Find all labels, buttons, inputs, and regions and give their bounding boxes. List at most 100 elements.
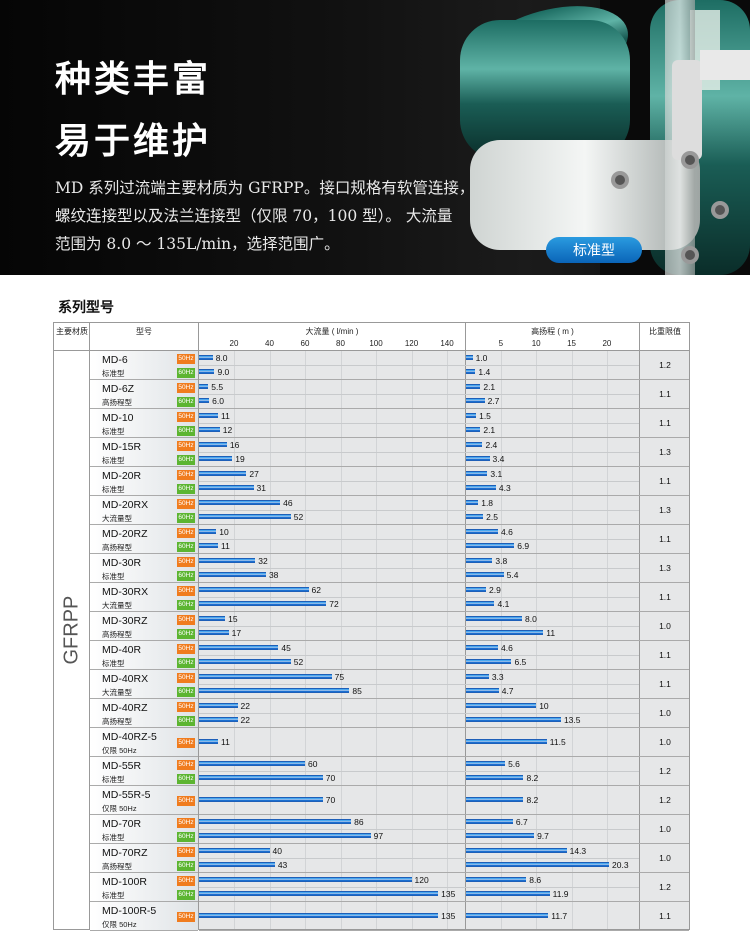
hz50-tag: 50Hz bbox=[177, 382, 195, 393]
head-bar bbox=[465, 717, 561, 722]
ratio-value: 1.1 bbox=[659, 650, 671, 660]
head-bar bbox=[465, 587, 486, 592]
flow-bar bbox=[198, 601, 327, 606]
model-type: 高扬程型 bbox=[102, 862, 132, 871]
ratio-value: 1.2 bbox=[659, 795, 671, 805]
head-bar bbox=[465, 848, 567, 853]
flow-value: 12 bbox=[222, 425, 233, 435]
hz60-tag: 60Hz bbox=[177, 599, 195, 610]
model-name: MD-30RZ bbox=[102, 615, 148, 627]
flow-bar bbox=[198, 862, 275, 867]
head-bar bbox=[465, 775, 524, 780]
flow-value: 16 bbox=[229, 440, 240, 450]
pump-photo bbox=[460, 0, 750, 275]
head-value: 11.5 bbox=[549, 737, 566, 747]
flow-value: 70 bbox=[325, 795, 336, 805]
flow-bar bbox=[198, 587, 309, 592]
head-bar bbox=[465, 833, 535, 838]
head-bar bbox=[465, 369, 476, 374]
hz60-tag: 60Hz bbox=[177, 773, 195, 784]
head-bar bbox=[465, 891, 550, 896]
hz50-tag: 50Hz bbox=[177, 411, 195, 422]
flow-tick-label: 80 bbox=[336, 339, 345, 348]
head-value: 5.6 bbox=[508, 759, 520, 769]
flow-bar bbox=[198, 877, 412, 882]
hz50-tag: 50Hz bbox=[177, 911, 195, 922]
row-divider bbox=[199, 379, 689, 380]
head-value: 14.3 bbox=[569, 846, 587, 856]
hz50-tag: 50Hz bbox=[177, 556, 195, 567]
model-name: MD-70RZ bbox=[102, 847, 148, 859]
head-value: 6.7 bbox=[515, 817, 528, 827]
model-name: MD-100R bbox=[102, 876, 147, 888]
subrow-divider bbox=[199, 771, 639, 772]
flow-bar bbox=[198, 630, 229, 635]
flow-value: 9.0 bbox=[217, 367, 230, 377]
flow-bar bbox=[198, 471, 247, 476]
header-row bbox=[54, 323, 689, 351]
model-name: MD-40RX bbox=[102, 673, 149, 685]
hz50-tag: 50Hz bbox=[177, 875, 195, 886]
hz60-tag: 60Hz bbox=[177, 657, 195, 668]
model-name: MD-20RX bbox=[102, 499, 149, 511]
hz50-tag: 50Hz bbox=[177, 498, 195, 509]
subrow-divider bbox=[199, 713, 639, 714]
model-name: MD-6 bbox=[102, 354, 128, 366]
subrow-divider bbox=[199, 597, 639, 598]
flow-value: 85 bbox=[352, 686, 362, 696]
hz60-tag: 60Hz bbox=[177, 396, 195, 407]
row-divider bbox=[199, 437, 689, 438]
head-value: 6.9 bbox=[517, 541, 530, 551]
head-value: 4.3 bbox=[498, 483, 511, 493]
model-name: MD-55R bbox=[102, 760, 142, 772]
hz50-tag: 50Hz bbox=[177, 737, 195, 748]
hz50-tag: 50Hz bbox=[177, 817, 195, 828]
row-divider bbox=[199, 698, 689, 699]
header-head: 高扬程 ( m ) bbox=[531, 327, 574, 336]
flow-value: 6.0 bbox=[212, 396, 224, 406]
model-name: MD-30R bbox=[102, 557, 142, 569]
row-divider bbox=[199, 669, 689, 670]
head-bar bbox=[465, 471, 488, 476]
flow-bar bbox=[198, 442, 227, 447]
head-value: 1.8 bbox=[481, 498, 494, 508]
model-type: 高扬程型 bbox=[102, 543, 132, 552]
flow-bar bbox=[198, 833, 371, 838]
material-cell bbox=[54, 351, 89, 929]
flow-value: 31 bbox=[256, 483, 266, 493]
row-divider bbox=[199, 785, 689, 786]
head-bar bbox=[465, 456, 490, 461]
head-bar bbox=[465, 739, 547, 744]
model-type: 高扬程型 bbox=[102, 398, 132, 407]
column-divider bbox=[198, 323, 199, 929]
head-value: 9.7 bbox=[537, 831, 549, 841]
paragraph-line: 范围为 8.0 ～ 135L/min，选择范围广。 bbox=[55, 235, 340, 253]
ratio-value: 1.1 bbox=[659, 679, 671, 689]
head-bar bbox=[465, 427, 481, 432]
model-type: 高扬程型 bbox=[102, 717, 132, 726]
flow-value: 17 bbox=[231, 628, 242, 638]
ratio-value: 1.3 bbox=[659, 505, 671, 515]
material-label: GFRPP bbox=[60, 595, 83, 665]
ratio-value: 1.1 bbox=[659, 534, 671, 544]
row-divider bbox=[199, 524, 689, 525]
flow-bar bbox=[198, 739, 219, 744]
subrow-divider bbox=[199, 365, 639, 366]
flow-bar bbox=[198, 369, 215, 374]
row-divider bbox=[199, 466, 689, 467]
row-divider bbox=[199, 640, 689, 641]
flow-bar bbox=[198, 558, 256, 563]
hz60-tag: 60Hz bbox=[177, 889, 195, 900]
row-divider bbox=[199, 814, 689, 815]
model-name: MD-70R bbox=[102, 818, 142, 830]
flow-bar bbox=[198, 427, 220, 432]
flow-value: 135 bbox=[441, 889, 456, 899]
flow-value: 135 bbox=[441, 911, 456, 921]
head-bar bbox=[465, 688, 499, 693]
header-flow: 大流量 ( l/min ) bbox=[305, 327, 359, 336]
head-tick-label: 5 bbox=[498, 339, 504, 348]
hz50-tag: 50Hz bbox=[177, 846, 195, 857]
model-type: 高扬程型 bbox=[102, 630, 132, 639]
head-value: 4.6 bbox=[501, 643, 513, 653]
head-value: 8.0 bbox=[525, 614, 537, 624]
